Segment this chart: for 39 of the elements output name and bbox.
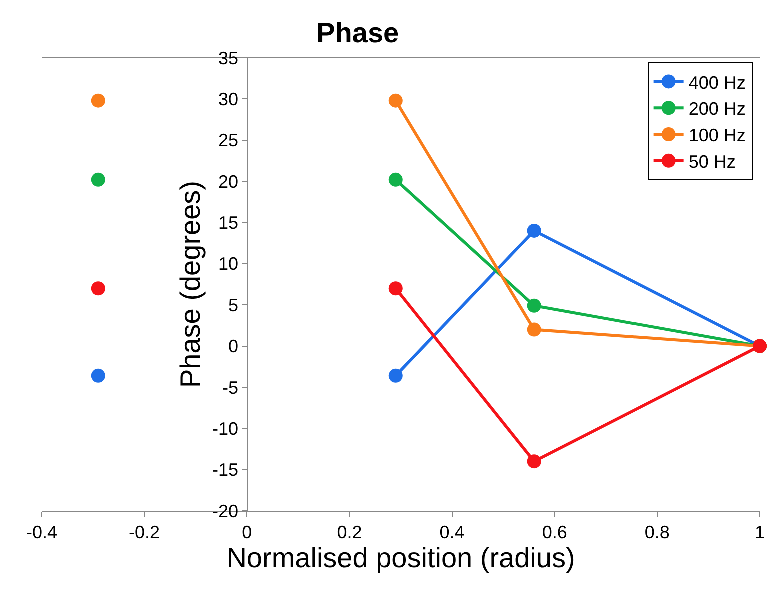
legend-label: 100 Hz [688, 126, 746, 146]
point [388, 282, 403, 296]
y-tick-label: -10 [212, 418, 239, 439]
x-axis-title: Normalised position (radius) [226, 542, 576, 574]
x-tick-label: 0.8 [644, 522, 670, 543]
point [527, 322, 542, 337]
y-tick-label: 0 [228, 336, 239, 357]
y-tick-label: 10 [218, 254, 239, 274]
point [91, 282, 106, 296]
point [91, 368, 106, 383]
x-tick-label: 0.2 [337, 522, 362, 543]
legend-label: 50 Hz [688, 152, 736, 172]
y-tick-label: -5 [222, 378, 239, 398]
point [91, 172, 106, 187]
y-tick-label: 20 [218, 172, 239, 192]
y-axis-title: Phase (degrees) [175, 180, 206, 388]
x-tick-label: 1 [754, 522, 766, 543]
legend-label: 200 Hz [688, 99, 746, 120]
y-tick-label: 25 [218, 130, 239, 151]
y-tick-label: -20 [212, 501, 239, 522]
point [388, 94, 403, 108]
point [388, 368, 403, 383]
x-tick-label: -0.2 [129, 522, 160, 543]
x-tick-label: -0.4 [26, 522, 58, 543]
y-tick-label: 5 [228, 295, 239, 316]
point [527, 298, 542, 313]
point [388, 172, 403, 187]
y-tick-label: -15 [212, 460, 239, 480]
y-tick-label: 15 [218, 213, 239, 234]
x-tick-label: 0 [242, 522, 252, 543]
y-tick-label: 30 [218, 89, 239, 110]
chart-title: Phase [316, 17, 400, 48]
y-tick-label: 35 [218, 48, 239, 68]
point [91, 94, 106, 108]
legend-label: 400 Hz [688, 72, 746, 93]
point [527, 454, 542, 469]
x-tick-label: 0.6 [542, 522, 568, 543]
x-tick-label: 0.4 [440, 522, 465, 543]
point [527, 224, 542, 238]
